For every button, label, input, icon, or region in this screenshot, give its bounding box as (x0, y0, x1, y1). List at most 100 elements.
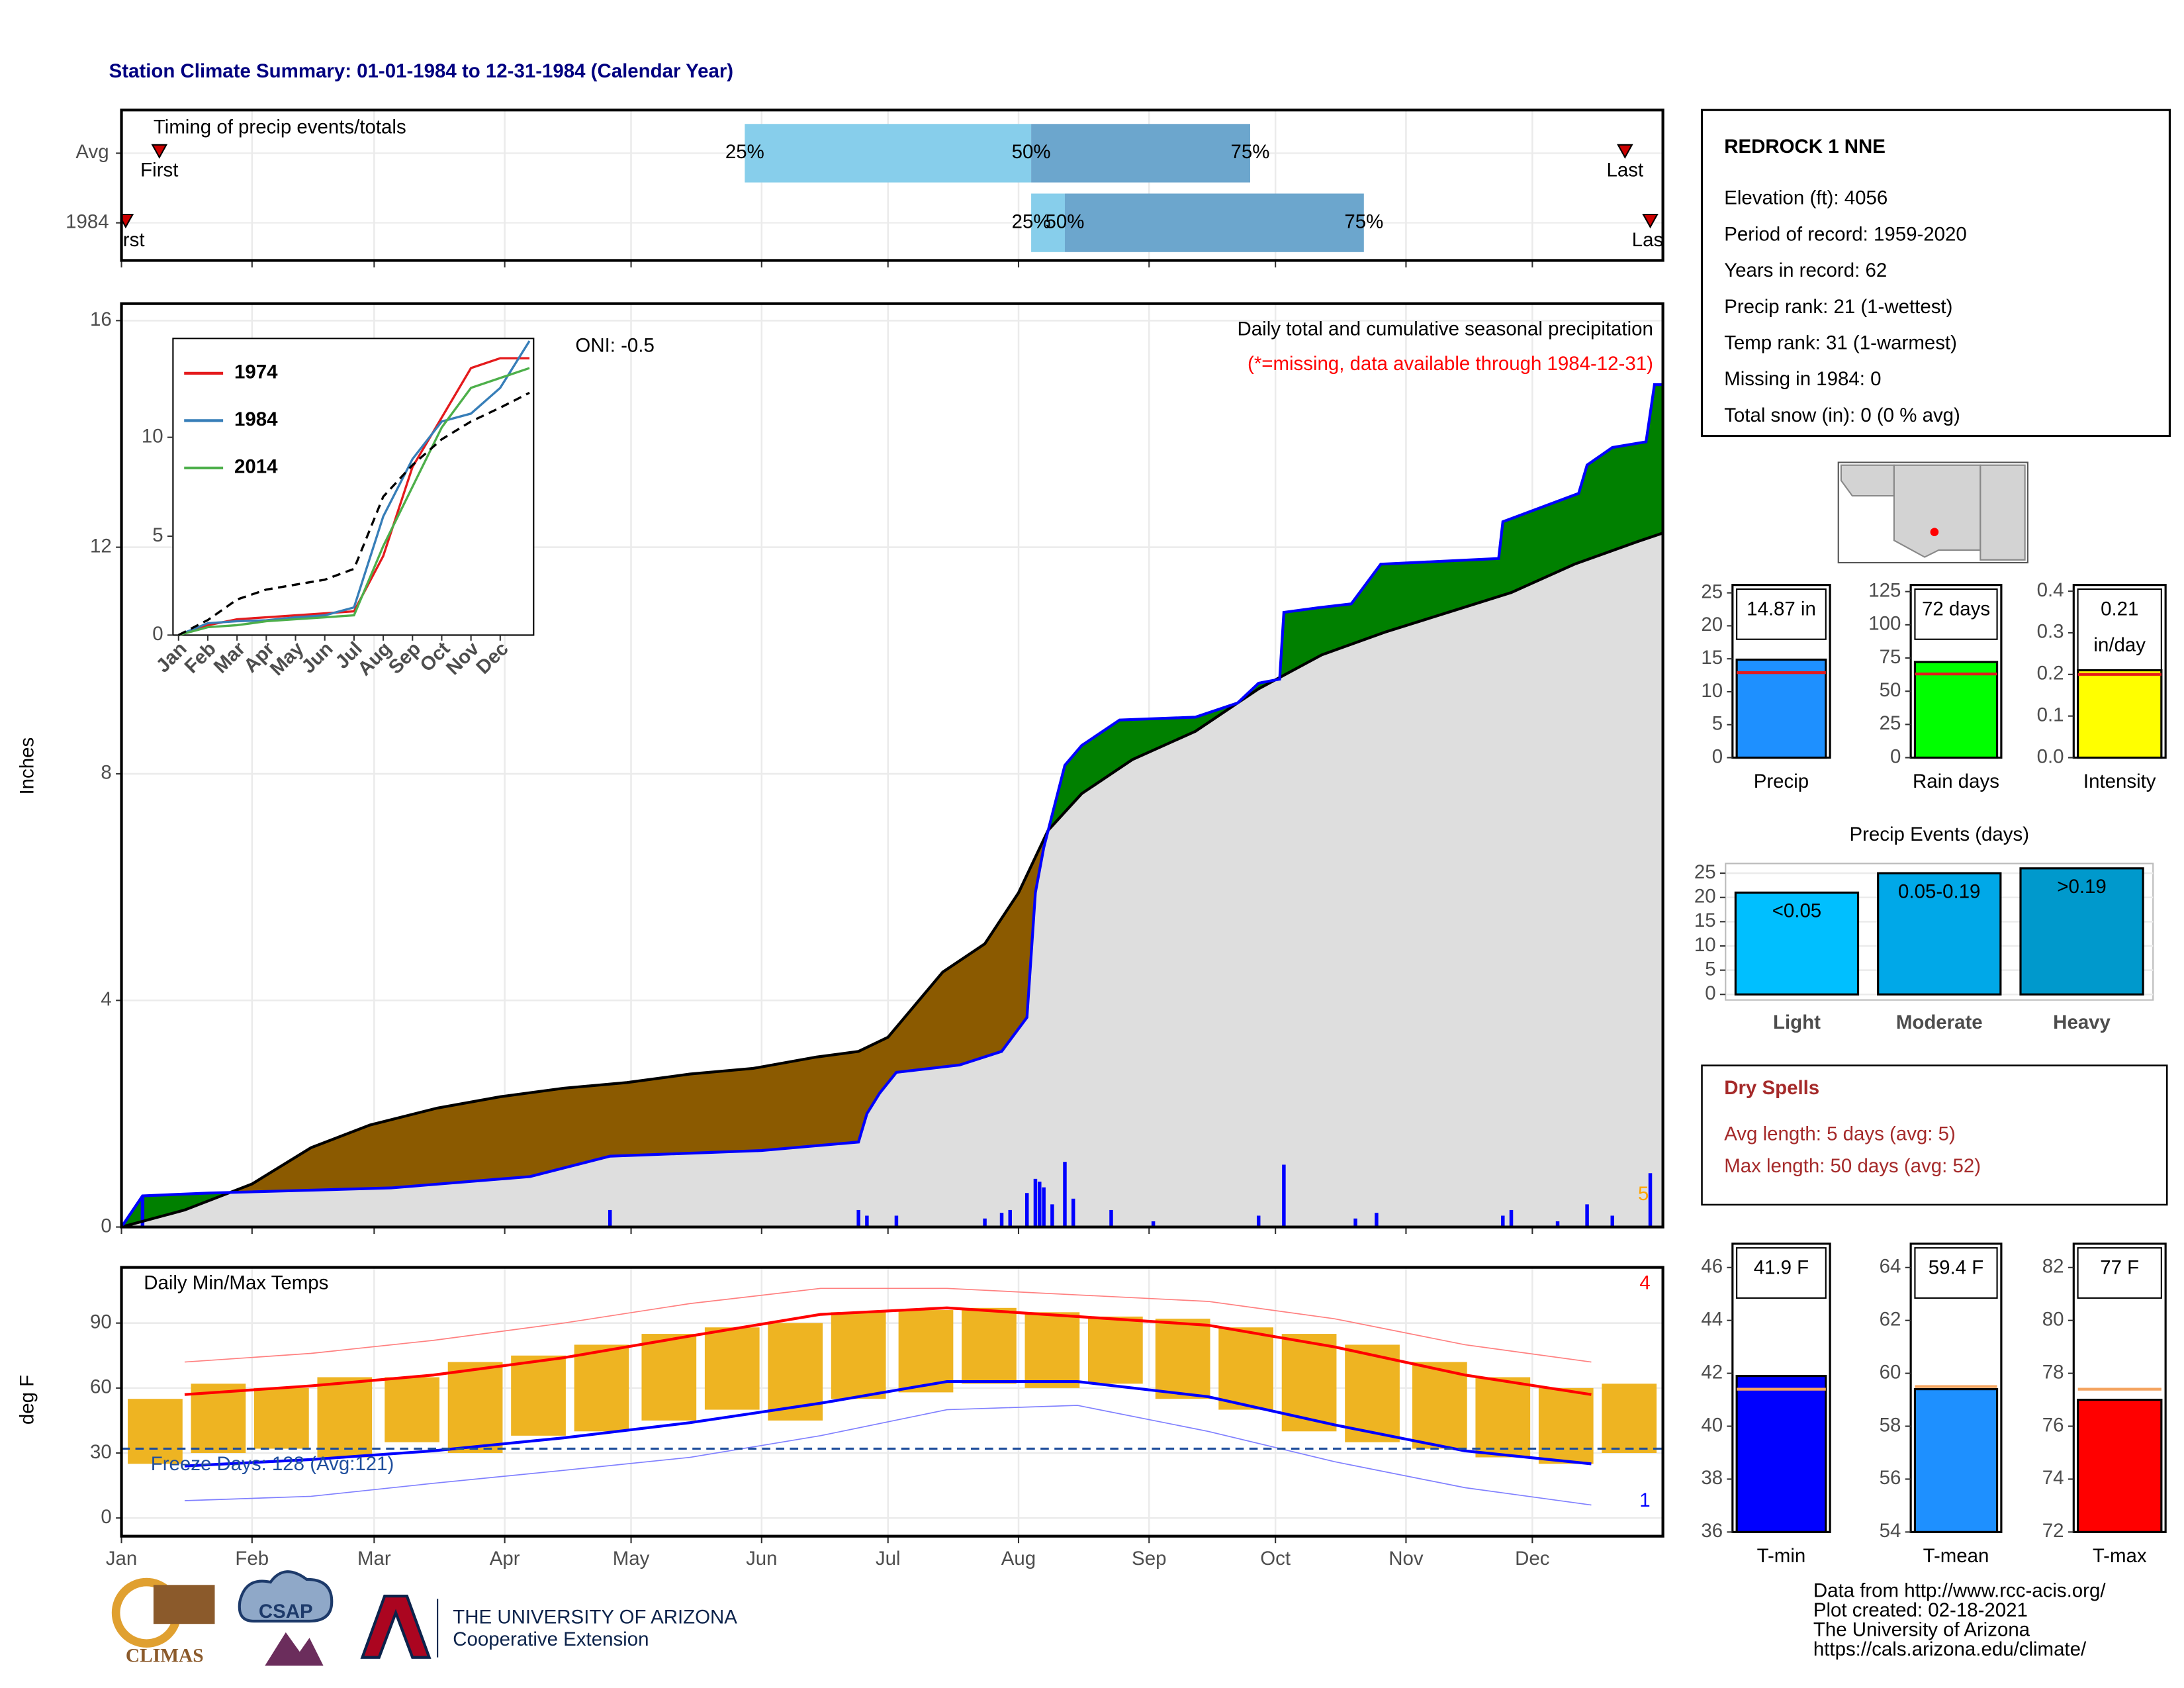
daily-temp-range (831, 1312, 886, 1399)
y-tick-label: 75 (1880, 646, 1901, 668)
x-tick-label: May (613, 1548, 650, 1570)
annotation: 4 (1639, 1272, 1650, 1294)
summary-bar (1913, 1388, 1999, 1533)
y-tick-label: 54 (1880, 1520, 1901, 1542)
x-tick-label: Jan (106, 1548, 137, 1570)
y-tick-label: 78 (2042, 1361, 2064, 1383)
station-box (1700, 109, 2171, 438)
value-label: 0.21 (2101, 598, 2138, 620)
event-label: Last (1632, 229, 1669, 251)
quartile-label: 50% (1012, 141, 1051, 163)
y-tick-label: 10 (1694, 934, 1716, 956)
daily-temp-range (1087, 1316, 1143, 1384)
daily-precip-bar (1050, 1204, 1054, 1227)
temp-line (184, 1306, 1592, 1396)
logo-shape (265, 1632, 324, 1666)
y-tick-label: 16 (90, 308, 112, 330)
temp-line (184, 1405, 1592, 1506)
value-label-box (2077, 588, 2162, 671)
value-label: 41.9 F (1754, 1256, 1809, 1278)
value-label-box (1736, 588, 1827, 640)
y-tick-label: 0 (1890, 745, 1901, 767)
page-title: Station Climate Summary: 01-01-1984 to 1… (109, 60, 734, 82)
daily-precip-bar (1063, 1162, 1067, 1227)
y-tick-label: 40 (1701, 1414, 1723, 1436)
logo-shape (153, 1585, 215, 1624)
dry-spells-info: Max length: 50 days (avg: 52) (1724, 1155, 1981, 1177)
event-marker (1617, 144, 1633, 159)
quartile-bar (1031, 124, 1250, 183)
y-tick-label: 0.2 (2037, 663, 2064, 684)
summary-bar (2077, 1398, 2163, 1533)
daily-temp-range (511, 1355, 566, 1436)
value-label-box (1914, 588, 1998, 640)
daily-temp-range (191, 1383, 246, 1454)
logo-text: Cooperative Extension (453, 1628, 649, 1650)
event-bar (1877, 872, 2002, 996)
y-tick-label: 64 (1880, 1256, 1901, 1278)
daily-temp-range (128, 1399, 183, 1464)
daily-precip-bar (1509, 1209, 1514, 1227)
credit-line: Plot created: 02-18-2021 (1813, 1599, 2028, 1621)
quartile-bar (1031, 193, 1065, 252)
daily-temp-range (641, 1334, 697, 1421)
event-label: Last (1607, 160, 1644, 181)
daily-precip-bar (983, 1218, 987, 1227)
category-label: Intensity (2083, 771, 2156, 792)
daily-precip-bar (608, 1209, 612, 1227)
daily-precip-bar (1071, 1198, 1075, 1227)
event-marker (151, 144, 168, 159)
daily-temp-range (1345, 1344, 1400, 1442)
value-label: 14.87 in (1747, 598, 1816, 620)
event-marker (1642, 213, 1659, 229)
inset-line (178, 391, 530, 636)
category-label: Precip (1754, 771, 1809, 792)
x-tick-label: Nov (1388, 1548, 1424, 1570)
x-tick-label: Moderate (1896, 1011, 1983, 1033)
x-tick-label: Jul (876, 1548, 901, 1570)
station-info: Precip rank: 21 (1-wettest) (1724, 296, 1952, 318)
y-tick-label: 82 (2042, 1256, 2064, 1278)
quartile-label: 50% (1046, 211, 1085, 232)
daily-precip-bar (1501, 1215, 1505, 1227)
inset-line (178, 367, 530, 637)
unit-label: in/day (2093, 634, 2146, 656)
daily-precip-bar (1353, 1218, 1357, 1227)
category-label: T-max (2093, 1545, 2147, 1567)
y-tick-label: 50 (1880, 679, 1901, 701)
value-label: 59.4 F (1929, 1256, 1983, 1278)
y-tick-label: 25 (1880, 712, 1901, 734)
y-tick-label: 90 (90, 1311, 112, 1333)
y-tick-label: 76 (2042, 1414, 2064, 1436)
annotation: (*=missing, data available through 1984-… (1248, 353, 1653, 375)
category-label: T-min (1757, 1545, 1806, 1567)
daily-temp-range (1218, 1327, 1273, 1410)
y-tick-label: 80 (2042, 1308, 2064, 1330)
y-tick-label: 20 (1694, 886, 1716, 908)
location-map (1837, 461, 2028, 564)
y-tick-label: 0 (101, 1506, 111, 1528)
legend-label: 1984 (234, 408, 278, 430)
daily-temp-range (1412, 1362, 1467, 1449)
credit-line: https://cals.arizona.edu/climate/ (1813, 1638, 2087, 1660)
daily-temp-range (1024, 1312, 1080, 1388)
map-region (1979, 464, 2026, 561)
map-region (1840, 464, 1895, 497)
station-info: Temp rank: 31 (1-warmest) (1724, 332, 1957, 353)
daily-temp-range (317, 1377, 373, 1458)
y-tick-label: 72 (2042, 1520, 2064, 1542)
daily-temp-range (1281, 1334, 1337, 1432)
daily-temp-range (447, 1362, 503, 1454)
logo-shape (238, 1570, 334, 1623)
y-tick-label: 42 (1701, 1361, 1723, 1383)
annotation: Daily total and cumulative seasonal prec… (1238, 318, 1653, 340)
y-tick-label: 30 (90, 1441, 112, 1463)
x-tick-label: Oct (1260, 1548, 1291, 1570)
annotation: ONI: -0.5 (575, 335, 654, 357)
panel-frame (120, 302, 1664, 1229)
panel-frame (120, 109, 1664, 262)
daily-precip-bar (1038, 1182, 1042, 1227)
y-tick-label: 74 (2042, 1467, 2064, 1489)
daily-precip-bar (1610, 1215, 1614, 1227)
value-label-box (1736, 1247, 1827, 1299)
